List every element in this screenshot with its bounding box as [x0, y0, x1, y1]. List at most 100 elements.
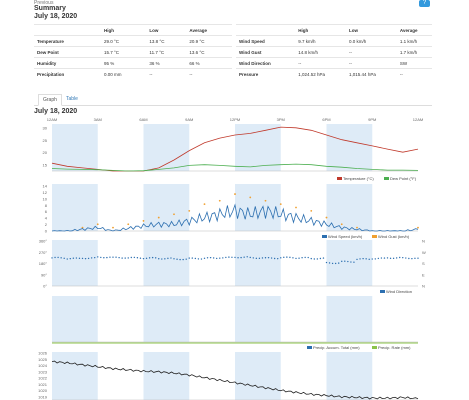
cell-low: -- — [346, 57, 397, 69]
wind-direction-point — [368, 258, 370, 261]
y-tick-label: 1021 — [38, 382, 48, 387]
wind-direction-point — [273, 257, 276, 260]
wind-direction-point — [356, 258, 358, 261]
wind-direction-point — [365, 258, 367, 260]
wind-direction-point — [353, 261, 355, 263]
wind-gust-point — [234, 193, 236, 195]
view-tabs: Graph Table — [34, 94, 432, 106]
cell-high: 29.0 °C — [101, 35, 147, 47]
legend-wind-gust-swatch — [372, 235, 377, 238]
wind-direction-point — [325, 261, 328, 264]
wind-direction-point — [234, 256, 236, 259]
wind-direction-point — [389, 257, 392, 260]
table-row: Pressure 1,024.52 hPa 1,015.44 hPa -- — [236, 68, 432, 79]
wind-direction-point — [66, 258, 68, 260]
wind-direction-point — [142, 257, 145, 260]
wind-direction-point — [106, 256, 108, 259]
wind-direction-point — [417, 257, 419, 259]
wind-direction-point — [405, 257, 407, 259]
time-band — [235, 240, 281, 286]
table-row: Precipitation 0.00 mm -- -- — [34, 68, 232, 79]
legend-temperature-swatch — [337, 177, 342, 180]
wind-direction-point — [121, 257, 123, 259]
x-tick-label: 12PM — [230, 117, 240, 122]
wind-direction-point — [185, 258, 187, 260]
wind-direction-point — [197, 258, 200, 260]
question-icon[interactable]: ? — [419, 0, 430, 7]
wind-direction-point — [350, 261, 352, 263]
wind-direction-point — [411, 257, 413, 260]
wind-direction-point — [115, 256, 117, 258]
wind-direction-point — [179, 258, 181, 261]
wind-gust-point — [173, 213, 175, 216]
wind-direction-point — [392, 257, 395, 260]
wind-direction-point — [133, 256, 136, 259]
wind-direction-point — [194, 257, 197, 260]
wind-direction-point — [54, 256, 56, 259]
y-tick-label: 360° — [39, 239, 48, 244]
wind-direction-point — [206, 257, 209, 259]
wind-gust-point — [417, 226, 419, 229]
wind-direction-point — [298, 257, 300, 259]
x-tick-label: 6PM — [322, 117, 330, 122]
wind-direction-point — [75, 257, 78, 259]
wind-gust-point — [325, 216, 328, 219]
wind-direction-point — [334, 262, 337, 265]
tab-graph[interactable]: Graph — [38, 94, 62, 106]
wind-direction-point — [200, 258, 203, 260]
time-band — [326, 184, 373, 231]
column-header-average: Average — [186, 24, 232, 36]
tab-table[interactable]: Table — [66, 96, 78, 102]
wind-gust-point — [142, 220, 145, 222]
wind-direction-point — [307, 256, 309, 259]
wind-direction-point — [219, 257, 221, 259]
wind-direction-point — [155, 257, 157, 259]
wind-direction-point — [243, 256, 245, 258]
time-band — [235, 296, 281, 342]
time-band — [52, 124, 98, 171]
time-band — [235, 124, 281, 171]
y-tick-label: 2 — [45, 222, 48, 227]
wind-speed-line — [51, 203, 419, 232]
wind-direction-point — [78, 257, 81, 260]
cell-low: 36 % — [146, 57, 187, 69]
table-row: Wind Direction -- -- SW — [236, 57, 432, 69]
x-tick-label: 6AM — [139, 117, 147, 122]
wind-direction-point — [51, 257, 53, 259]
column-header-spacer — [34, 24, 101, 36]
wind-direction-point — [374, 258, 376, 260]
wind-direction-point — [216, 257, 218, 260]
wind-direction-point — [103, 257, 105, 259]
previous-link[interactable]: Previous — [34, 0, 54, 6]
table-row: Temperature 29.0 °C 13.8 °C 20.9 °C — [34, 35, 232, 47]
wind-direction-point — [118, 256, 120, 259]
cell-average: 20.9 °C — [186, 35, 232, 47]
column-header-spacer — [236, 24, 296, 36]
summary-date: July 18, 2020 — [34, 13, 78, 20]
table-row: Dew Point 15.7 °C 11.7 °C 13.6 °C — [34, 46, 232, 58]
cell-low: 13.8 °C — [146, 35, 187, 47]
wind-direction-point — [289, 256, 291, 259]
wind-direction-point — [286, 256, 288, 258]
wind-direction-point — [383, 257, 386, 259]
wind-direction-point — [258, 257, 261, 260]
wind-direction-point — [173, 258, 175, 260]
y-tick-label: 1024 — [38, 363, 48, 368]
cell-high: 1,024.52 hPa — [295, 68, 347, 79]
wind-direction-point — [395, 257, 398, 259]
x-tick-label: 12AM — [413, 117, 423, 122]
cell-low: 11.7 °C — [146, 46, 187, 58]
wind-direction-point — [148, 257, 151, 259]
y-right-tick-label: N — [422, 284, 425, 289]
legend-wind-direction-label: Wind Direction — [386, 289, 412, 294]
wind-direction-point — [249, 256, 251, 259]
wind-direction-point — [270, 257, 273, 259]
y-tick-label: 1025 — [38, 357, 48, 362]
wind-gust-point — [249, 196, 252, 199]
cell-high: 15.7 °C — [101, 46, 147, 58]
wind-direction-point — [283, 256, 285, 259]
legend-precip-accum-swatch — [307, 346, 312, 349]
legend-precip-rate-swatch — [372, 346, 377, 349]
wind-gust-point — [81, 226, 84, 229]
